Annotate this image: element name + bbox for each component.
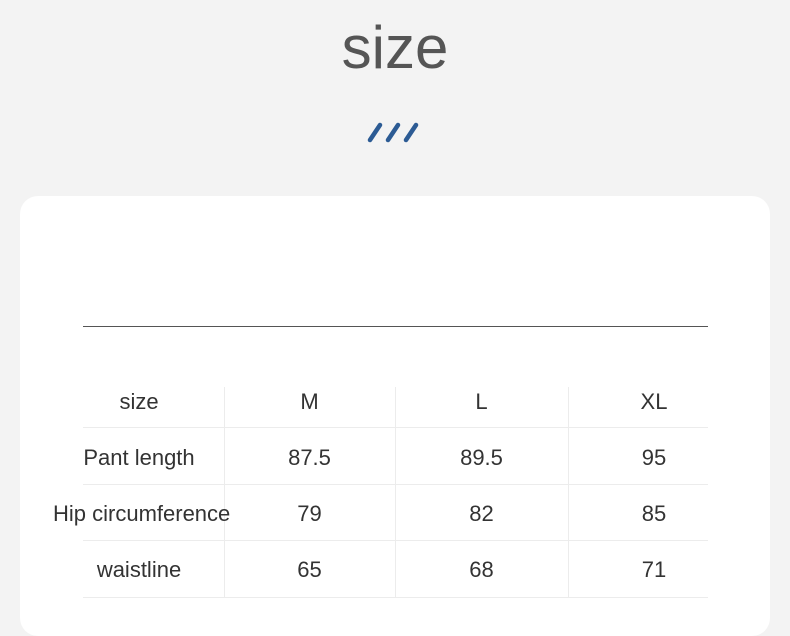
table-cell: 85 xyxy=(641,501,667,526)
row-label: Hip circumference xyxy=(53,501,231,526)
header-cell: XL xyxy=(640,389,668,414)
table-cell: 89.5 xyxy=(460,445,503,470)
column-divider xyxy=(224,387,225,597)
row-divider xyxy=(83,597,708,598)
header-cell: M xyxy=(300,389,319,414)
column-divider xyxy=(568,387,569,597)
row-divider xyxy=(83,540,708,541)
row-label: waistline xyxy=(96,557,182,582)
divider xyxy=(83,326,708,327)
table-cell: 71 xyxy=(641,557,667,582)
header-cell: size xyxy=(119,389,159,414)
table-cell: 65 xyxy=(297,557,322,582)
table-cell: 82 xyxy=(469,501,494,526)
page-title: size xyxy=(341,14,449,81)
header-cell: L xyxy=(475,389,488,414)
row-label: Pant length xyxy=(83,445,195,470)
row-divider xyxy=(83,484,708,485)
triple-slash-icon xyxy=(367,122,419,143)
row-divider xyxy=(83,427,708,428)
column-divider xyxy=(395,387,396,597)
table-cell: 79 xyxy=(297,501,322,526)
table-cell: 68 xyxy=(469,557,494,582)
table-cell: 95 xyxy=(641,445,667,470)
table-cell: 87.5 xyxy=(288,445,331,470)
